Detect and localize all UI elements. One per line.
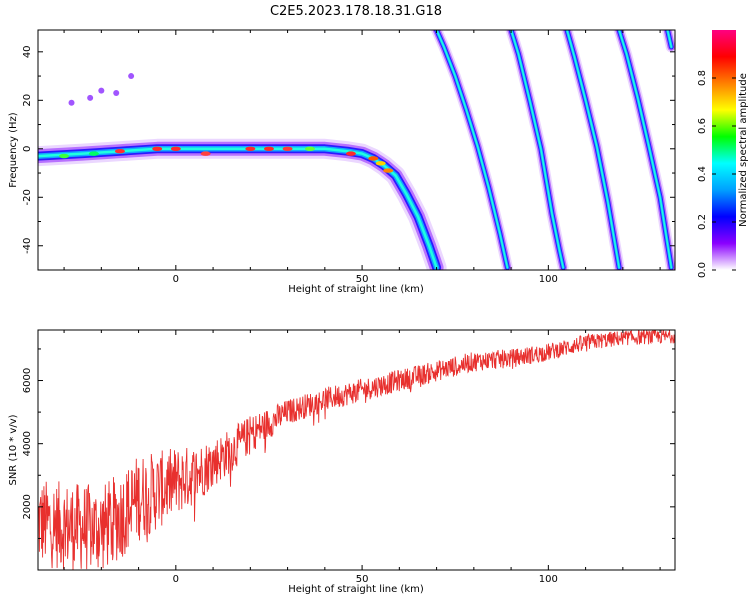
spectrogram-x-label: Height of straight line (km) [288,284,424,295]
spectrogram-noise-speck [113,90,120,97]
colorbar-label: Normalized spectral amplitude [738,73,749,227]
x-tick-label: 100 [539,274,558,285]
spectrogram-noise-layer [68,73,135,106]
ridge-band [510,30,564,269]
y-tick-label: -40 [22,238,33,254]
colorbar-ticks: 0.0 0.2 0.4 0.6 0.8 [697,70,736,278]
ridge-hotspot [263,146,274,151]
y-tick-label: 4000 [22,431,33,456]
ridge-hotspot [245,146,256,151]
snr-frame [37,329,676,571]
x-tick-label: 100 [539,574,558,585]
x-tick-label: 0 [173,574,179,585]
colorbar-tick-label: 0.4 [697,166,708,182]
x-tick-label: 50 [356,274,369,285]
snr-plot-area [38,330,675,570]
ridge-band [666,30,673,48]
spectrogram-noise-speck [87,94,94,101]
y-tick-label: -20 [22,189,33,205]
snr-ticks: 0 50 100 2000 4000 6000 [22,330,675,585]
spectrogram-ridges-layer [38,30,675,270]
ridge-hotspot [345,151,356,156]
spectrogram-ridge [561,30,625,270]
ridge-band [435,30,509,269]
ridge-hotspot [59,153,70,159]
ridge-hotspot [88,151,99,156]
snr-x-label: Height of straight line (km) [288,584,424,595]
spectrogram-ticks: 0 50 100 40 20 0 -20 -40 [22,30,675,285]
y-tick-label: 20 [22,94,33,107]
ridge-hotspot [282,146,293,151]
figure-title: C2E5.2023.178.18.31.G18 [270,4,442,19]
spectrogram-ridge [613,30,675,270]
spectrogram-ridge [431,30,513,270]
y-tick-label: 0 [22,146,33,152]
colorbar-bar [712,30,736,270]
ridge-band [618,30,673,269]
ridge-hotspot [375,161,386,166]
ridge-hotspot [152,146,163,151]
x-tick-label: 0 [173,274,179,285]
colorbar-tick-label: 0.6 [697,118,708,134]
snr-line-layer [38,330,675,570]
spectrogram-frame [37,29,676,271]
ridge-hotspot [170,146,181,151]
y-tick-label: 2000 [22,494,33,519]
spectrogram-panel: 0 50 100 40 20 0 -20 -40 Height of straight lin… [8,29,676,295]
y-tick-label: 40 [22,45,33,58]
ridge-band [38,147,438,269]
spectrogram-ridge [662,30,675,53]
ridge-hotspot [368,156,379,161]
x-tick-label: 50 [356,574,369,585]
spectrogram-y-label: Frequency (Hz) [8,112,19,188]
spectrogram-noise-speck [98,87,105,94]
ridge-band [566,30,620,269]
snr-series-line [38,330,675,570]
ridge-hotspot [114,149,125,154]
snr-panel: 0 50 100 2000 4000 6000 Height of straight li… [8,329,676,595]
y-tick-label: 6000 [22,368,33,393]
colorbar-tick-label: 0.8 [697,70,708,86]
ridge-hotspot [200,151,211,156]
spectrogram-ridge [505,30,569,270]
colorbar: 0.0 0.2 0.4 0.6 0.8 Normalized spectral ampl… [697,30,749,278]
snr-y-label: SNR (10 * v/v) [8,414,19,485]
colorbar-tick-label: 0.0 [697,262,708,278]
spectrogram-noise-speck [68,99,75,106]
ridge-hotspot [383,168,394,173]
spectrogram-noise-speck [128,73,135,80]
colorbar-tick-label: 0.2 [697,214,708,230]
spectrogram-ridge [38,138,447,270]
ridge-hotspot [304,146,315,151]
